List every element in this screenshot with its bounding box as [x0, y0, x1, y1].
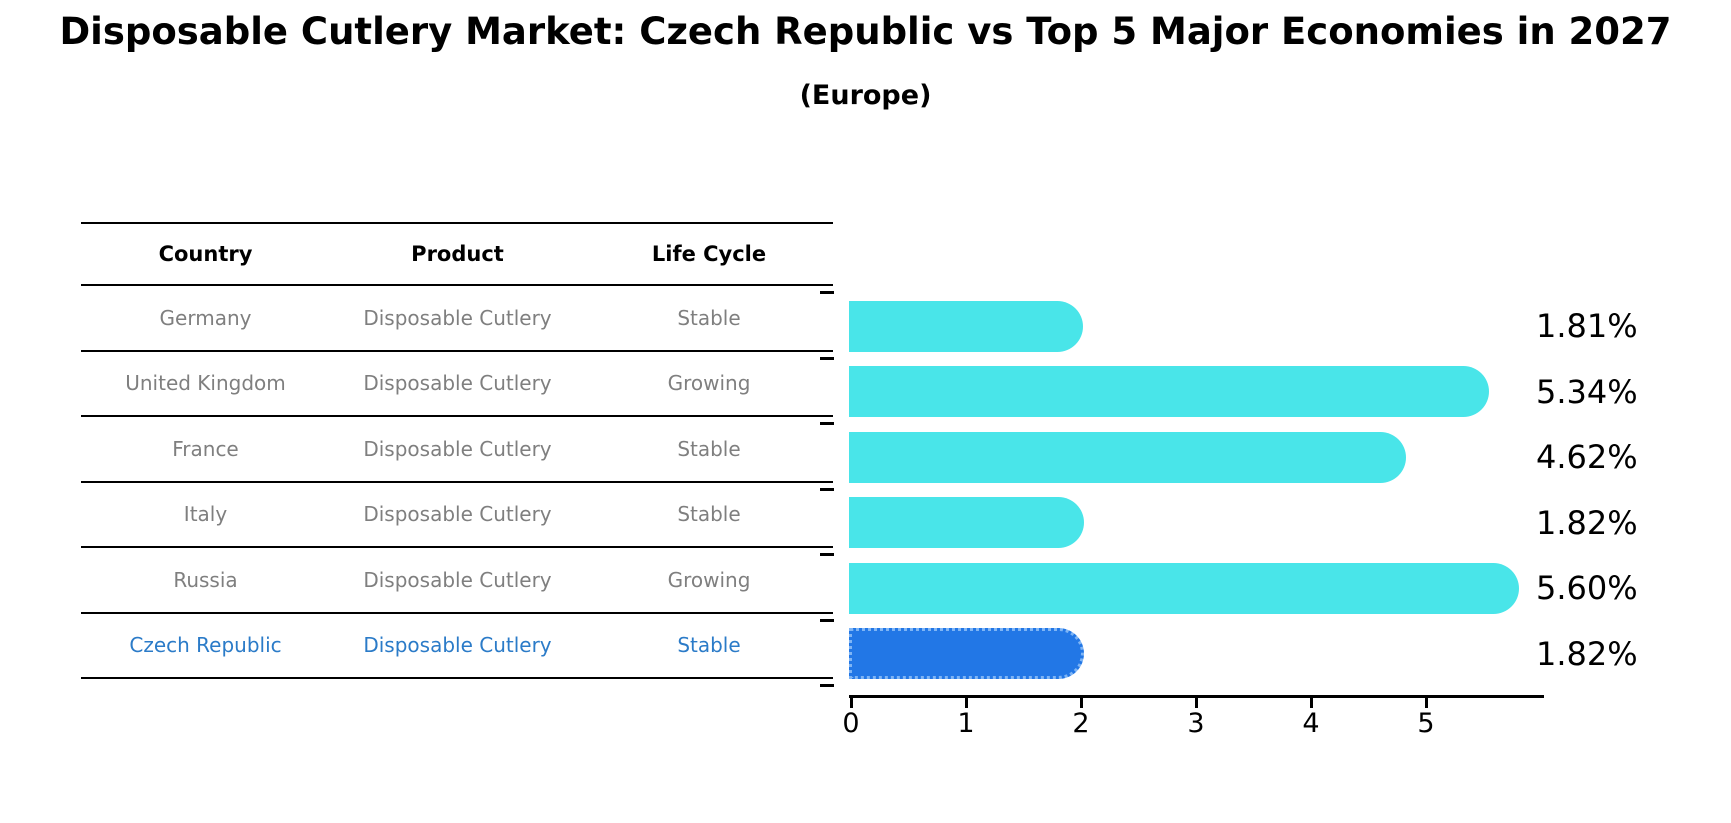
cell-life-cycle: Stable	[677, 436, 741, 461]
x-axis-line	[849, 695, 1544, 698]
bar-germany	[849, 300, 1084, 352]
x-tick-0	[849, 698, 853, 708]
cell-country: United Kingdom	[125, 371, 286, 396]
header-life-cycle: Life Cycle	[651, 242, 767, 266]
chart-title: Disposable Cutlery Market: Czech Republi…	[59, 10, 1672, 53]
chart-subtitle: (Europe)	[799, 80, 932, 111]
x-tick-label-5: 5	[1417, 708, 1435, 739]
cell-country: Czech Republic	[129, 633, 282, 658]
x-tick-label-0: 0	[842, 708, 860, 739]
x-tick-label-4: 4	[1302, 708, 1320, 739]
y-tick	[820, 684, 834, 687]
cell-product: Disposable Cutlery	[363, 502, 552, 527]
cell-life-cycle: Stable	[677, 502, 741, 527]
y-tick	[820, 487, 834, 491]
bar-russia	[849, 562, 1519, 614]
bar-czech-republic	[849, 628, 1085, 679]
x-tick-label-3: 3	[1187, 708, 1205, 739]
y-tick	[820, 618, 834, 622]
x-tick-label-1: 1	[957, 708, 975, 739]
bar-value-label-france: 4.62%	[1536, 438, 1638, 476]
x-tick-5	[1424, 698, 1428, 708]
bar-italy	[849, 497, 1085, 548]
cell-life-cycle: Growing	[667, 371, 751, 396]
cell-product: Disposable Cutlery	[363, 305, 552, 330]
x-tick-1	[964, 698, 968, 708]
cell-product: Disposable Cutlery	[363, 633, 552, 658]
bar-value-label-germany: 1.81%	[1536, 307, 1638, 345]
table-row-germany: Germany Disposable Cutlery Stable	[81, 286, 833, 352]
cell-product: Disposable Cutlery	[363, 436, 552, 461]
table-body: Germany Disposable Cutlery Stable United Ki…	[81, 286, 833, 679]
cell-product: Disposable Cutlery	[363, 567, 552, 592]
cell-life-cycle: Stable	[677, 633, 741, 658]
y-tick	[820, 553, 834, 556]
x-tick-2	[1079, 698, 1083, 708]
cell-life-cycle: Stable	[677, 305, 741, 330]
bar-united-kingdom	[849, 366, 1490, 417]
table-row-italy: Italy Disposable Cutlery Stable	[81, 483, 833, 548]
y-tick	[820, 356, 834, 360]
data-table: Country Product Life Cycle Germany Dispos…	[81, 222, 833, 679]
cell-life-cycle: Growing	[667, 567, 751, 592]
bar-value-label-czech-republic: 1.82%	[1536, 634, 1638, 673]
cell-country: Russia	[173, 567, 238, 592]
cell-product: Disposable Cutlery	[363, 371, 552, 396]
table-row-russia: Russia Disposable Cutlery Growing	[81, 548, 833, 614]
bar-value-label-russia: 5.60%	[1536, 569, 1638, 607]
bar-france	[849, 431, 1407, 483]
table-header-row: Country Product Life Cycle	[81, 222, 833, 286]
cell-country: Italy	[183, 502, 228, 527]
x-tick-label-2: 2	[1072, 708, 1090, 739]
x-tick-4	[1309, 698, 1313, 708]
x-tick-3	[1194, 698, 1198, 708]
y-tick	[820, 291, 834, 294]
header-country: Country	[158, 242, 253, 266]
table-row-france: France Disposable Cutlery Stable	[81, 417, 833, 483]
cell-country: Germany	[159, 305, 252, 330]
bar-value-label-united-kingdom: 5.34%	[1536, 372, 1638, 411]
bar-value-label-italy: 1.82%	[1536, 503, 1638, 542]
cell-country: France	[172, 436, 239, 461]
table-row-czech-republic: Czech Republic Disposable Cutlery Stable	[81, 614, 833, 679]
header-product: Product	[411, 242, 504, 266]
y-tick	[820, 422, 834, 425]
table-row-united-kingdom: United Kingdom Disposable Cutlery Growing	[81, 352, 833, 417]
